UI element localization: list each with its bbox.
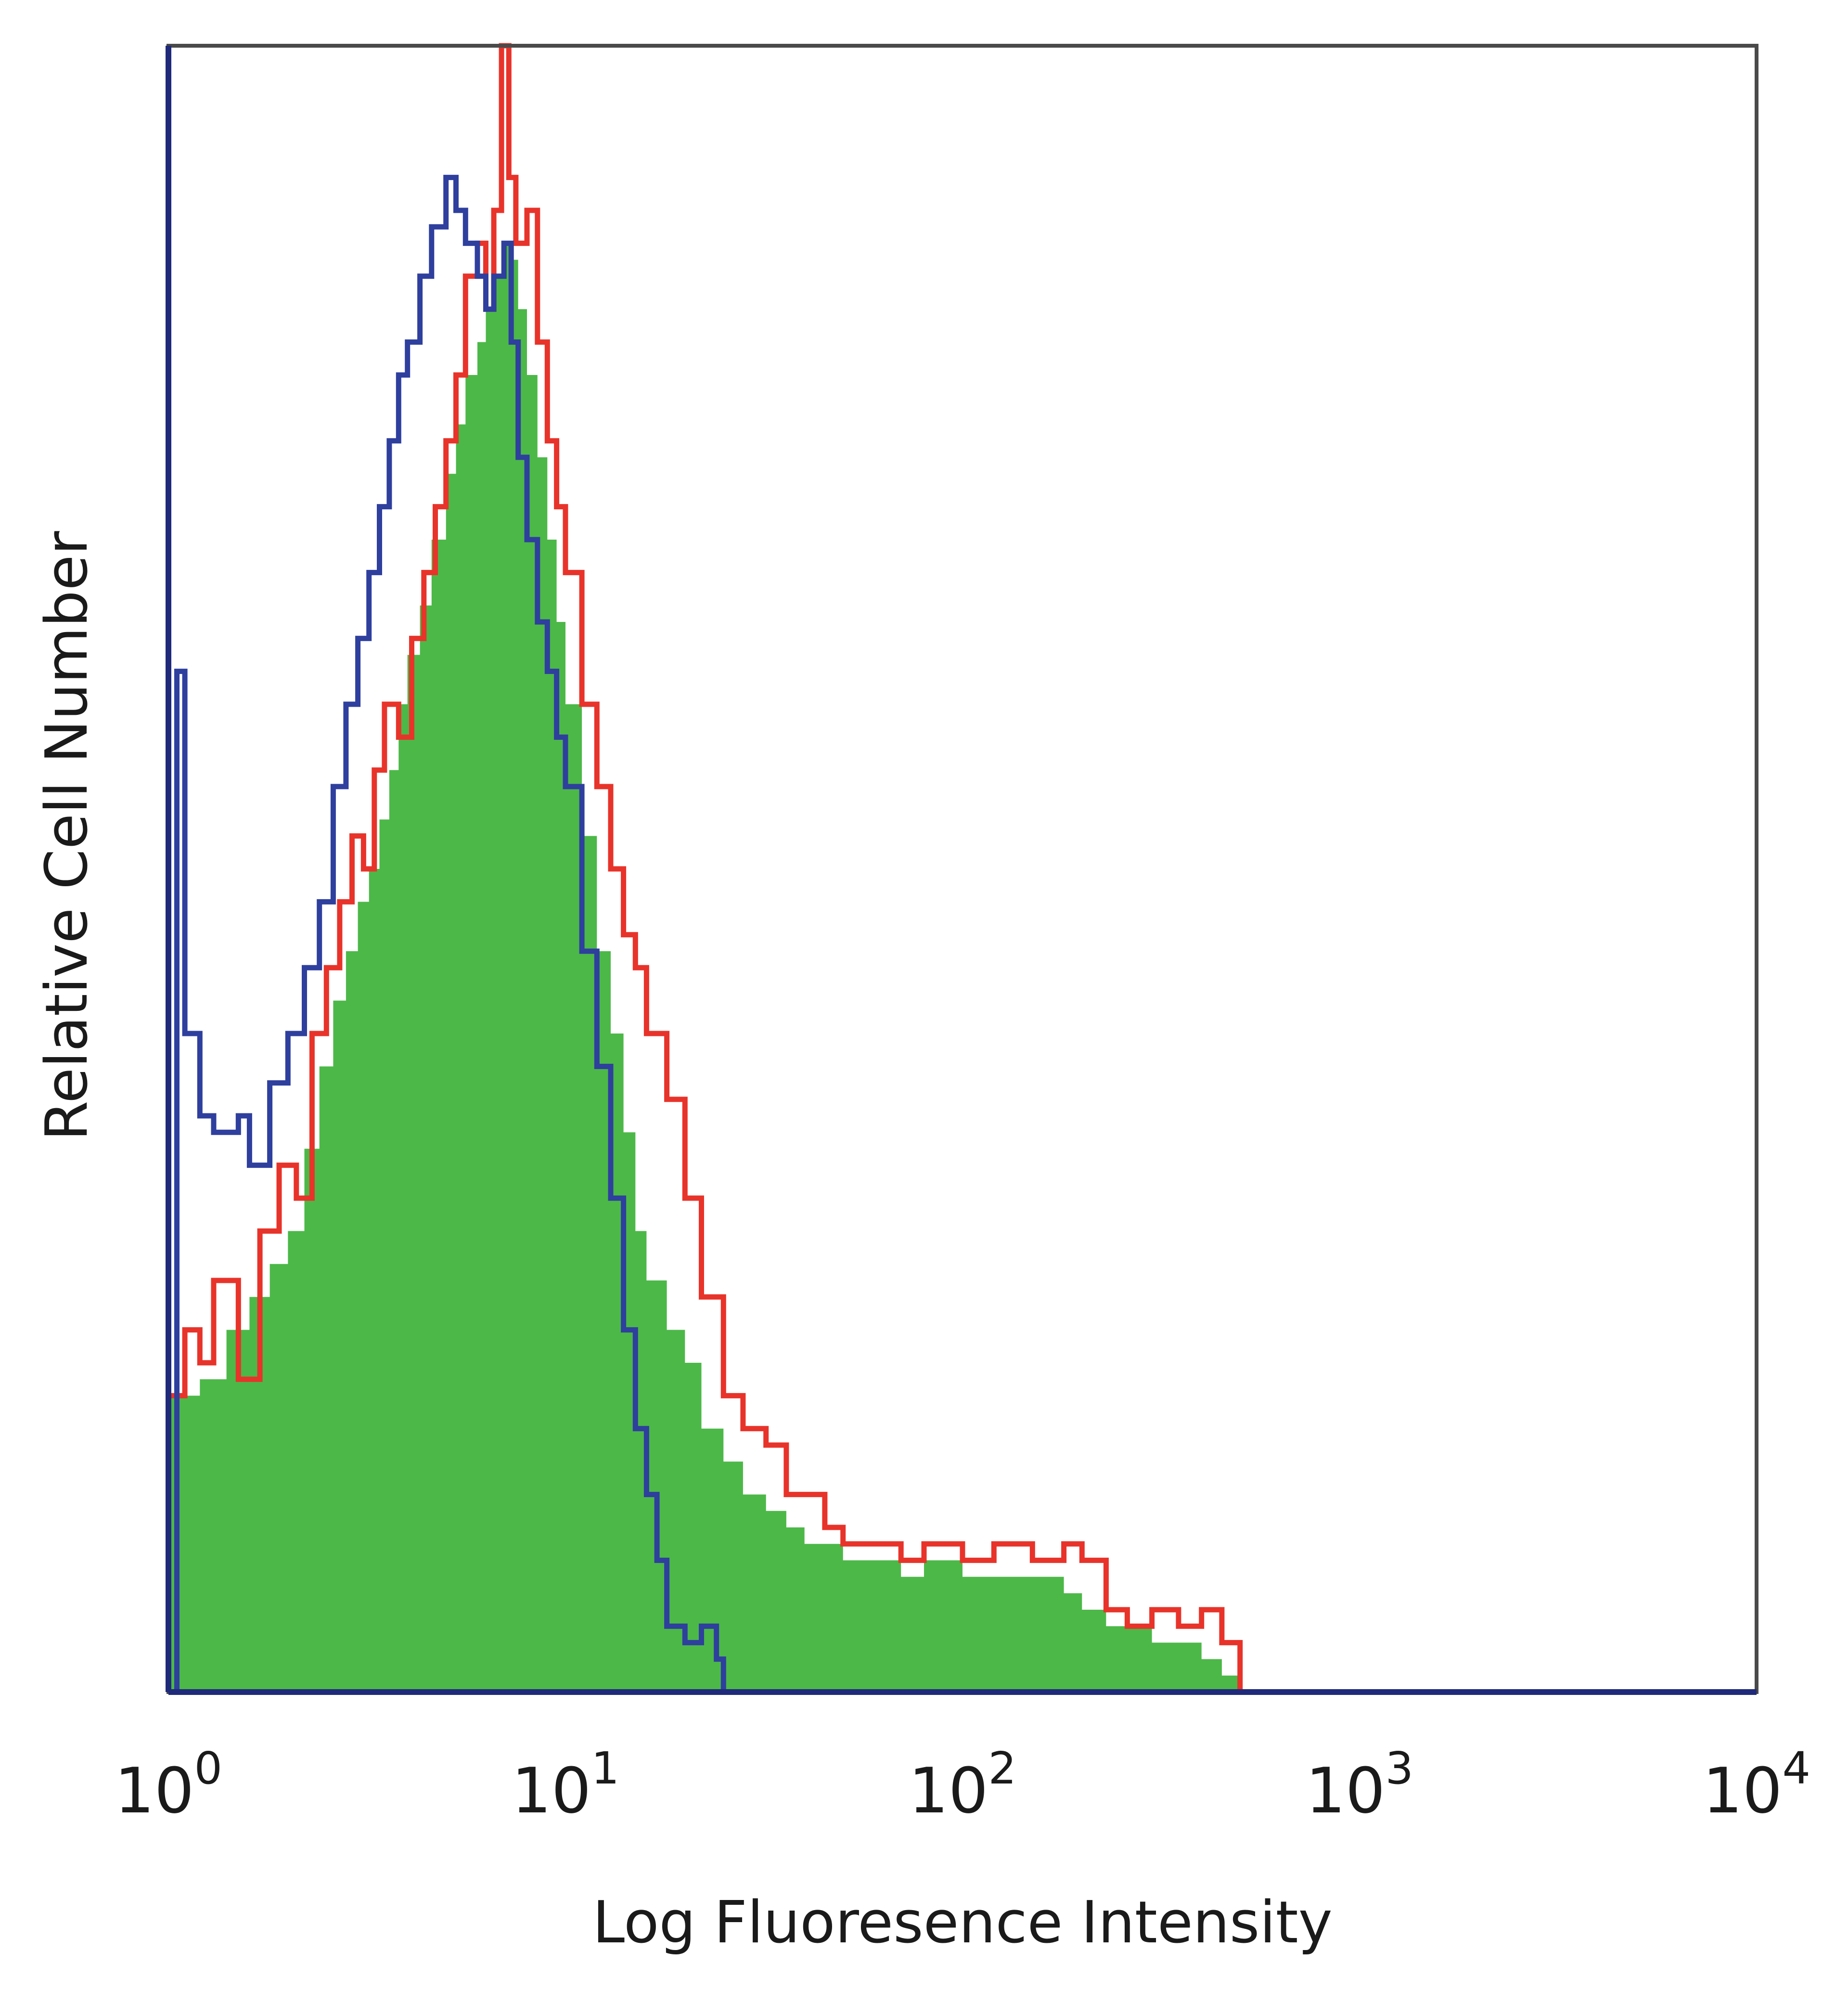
x-tick-exponent-2: 2 xyxy=(988,1743,1016,1794)
x-tick-label-0: 100 xyxy=(115,1743,222,1827)
x-tick-base-1: 10 xyxy=(512,1754,591,1827)
x-tick-label-4: 104 xyxy=(1703,1743,1810,1827)
x-tick-exponent-4: 4 xyxy=(1782,1743,1810,1794)
series-layer xyxy=(168,43,1243,1695)
x-tick-labels: 100 101 102 103 104 xyxy=(115,1743,1810,1827)
series-1-line xyxy=(168,43,1243,1692)
x-tick-base-0: 10 xyxy=(115,1754,194,1827)
x-tick-label-2: 102 xyxy=(909,1743,1016,1827)
x-tick-base-2: 10 xyxy=(909,1754,988,1827)
y-axis-title: Relative Cell Number xyxy=(34,531,101,1141)
x-tick-exponent-1: 1 xyxy=(591,1743,619,1794)
x-tick-label-1: 101 xyxy=(512,1743,619,1827)
x-tick-base-3: 10 xyxy=(1306,1754,1385,1827)
x-tick-exponent-3: 3 xyxy=(1385,1743,1413,1794)
x-axis-title: Log Fluoresence Intensity xyxy=(592,1889,1333,1956)
series-0-filled xyxy=(168,243,1240,1693)
series-2-line xyxy=(168,175,726,1695)
x-tick-label-3: 103 xyxy=(1306,1743,1413,1827)
x-tick-exponent-0: 0 xyxy=(194,1743,222,1794)
x-tick-base-4: 10 xyxy=(1703,1754,1782,1827)
